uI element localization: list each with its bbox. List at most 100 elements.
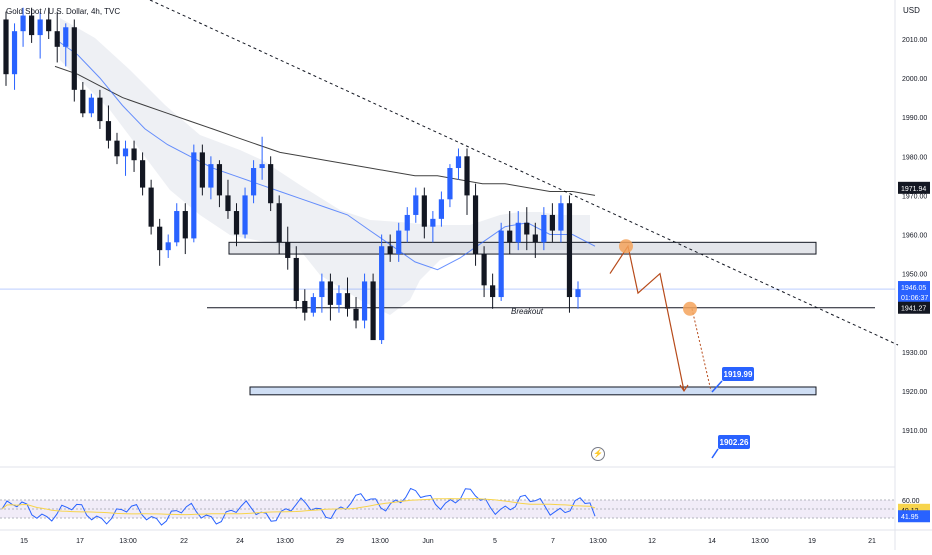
- candle: [174, 203, 180, 247]
- candle: [413, 187, 419, 223]
- candle-body: [276, 203, 282, 243]
- candle: [208, 156, 214, 200]
- candle: [157, 218, 163, 266]
- candle-body: [182, 211, 188, 239]
- candle: [455, 148, 462, 180]
- candle: [566, 195, 573, 313]
- time-tick: 22: [180, 538, 188, 545]
- time-tick: 19: [808, 538, 816, 545]
- candle-body: [558, 203, 564, 231]
- sma-line: [54, 65, 596, 196]
- candle: [498, 222, 504, 301]
- candle: [88, 93, 94, 118]
- candle-body: [63, 27, 69, 47]
- candle: [105, 105, 112, 149]
- candle: [114, 132, 120, 165]
- candle: [259, 136, 265, 180]
- retest-marker[interactable]: [683, 301, 697, 316]
- candle: [481, 246, 487, 298]
- candle: [379, 234, 385, 344]
- candle: [97, 89, 103, 129]
- candle-body: [37, 19, 43, 36]
- currency-label: USD: [903, 6, 920, 15]
- lightning-icon[interactable]: ⚡: [591, 447, 605, 461]
- reversal-marker[interactable]: [619, 239, 633, 254]
- target1-label[interactable]: 1919.99: [722, 367, 754, 381]
- candle: [327, 273, 334, 321]
- countdown-badge-bg: [898, 291, 930, 304]
- breakout-label: Breakout: [511, 307, 544, 316]
- candle-body: [515, 222, 521, 243]
- candle-body: [404, 214, 410, 231]
- candle-body: [541, 214, 547, 243]
- candle-body: [199, 152, 205, 188]
- time-tick: 13:00: [751, 538, 769, 545]
- candle: [430, 211, 436, 243]
- candle-body: [114, 140, 120, 157]
- countdown-badge-text: 01:06:37: [901, 295, 928, 302]
- rsi-line: [1, 487, 596, 526]
- sma-badge-bg: [898, 181, 930, 194]
- rsi-badge-bg: [898, 510, 930, 523]
- resistance-zone[interactable]: [228, 241, 817, 255]
- candle: [370, 273, 376, 341]
- candle: [20, 7, 26, 47]
- target2-label[interactable]: 1902.26: [718, 435, 750, 449]
- candle-body: [344, 293, 351, 309]
- time-tick: 13:00: [371, 538, 389, 545]
- arrow-head: [679, 384, 689, 392]
- candle: [122, 140, 129, 176]
- candle: [541, 207, 547, 251]
- candle-body: [327, 281, 334, 305]
- candle: [532, 222, 538, 258]
- candle-body: [379, 246, 385, 341]
- candle-body: [302, 300, 308, 313]
- time-tick: 12: [648, 538, 656, 545]
- candle: [344, 277, 351, 317]
- candle-body: [88, 97, 94, 114]
- candle-body: [233, 211, 240, 235]
- candle: [233, 203, 240, 247]
- candle-body: [71, 27, 77, 90]
- candle-body: [131, 148, 137, 161]
- price-tick: 1960.00: [902, 233, 927, 240]
- candle: [250, 160, 257, 204]
- rsi-signal-line: [1, 497, 596, 516]
- candle: [421, 187, 427, 239]
- candle-body: [532, 234, 538, 243]
- candle-body: [472, 195, 479, 255]
- price-tick: 1910.00: [902, 428, 927, 435]
- time-tick: 14: [708, 538, 716, 545]
- candle: [191, 144, 197, 243]
- candle-body: [165, 242, 171, 251]
- candle: [148, 179, 154, 235]
- candle-body: [455, 156, 462, 169]
- sma-badge-text: 1971.94: [901, 186, 926, 193]
- candle: [46, 7, 52, 39]
- projection-arrow[interactable]: [609, 244, 685, 392]
- candle: [549, 203, 555, 243]
- candle-body: [498, 230, 504, 298]
- symbol-title[interactable]: Gold Spot / U.S. Dollar, 4h, TVC: [6, 7, 121, 16]
- descending-trendline[interactable]: [149, 0, 899, 346]
- candle-body: [46, 19, 52, 32]
- candle-body: [438, 199, 445, 219]
- time-tick: 24: [236, 538, 244, 545]
- target-zone[interactable]: [249, 386, 817, 396]
- candle: [285, 226, 291, 270]
- candle-body: [105, 121, 112, 141]
- candle: [29, 7, 35, 43]
- candle: [447, 164, 453, 208]
- candle-body: [268, 164, 274, 204]
- candle-body: [549, 214, 555, 231]
- candle-body: [353, 308, 359, 321]
- candle-body: [225, 195, 231, 212]
- time-tick: 13:00: [589, 538, 607, 545]
- candle: [11, 23, 18, 90]
- candle: [80, 82, 86, 118]
- time-tick: 29: [336, 538, 344, 545]
- support-badge: 1941.27: [898, 301, 930, 314]
- candle: [225, 179, 231, 219]
